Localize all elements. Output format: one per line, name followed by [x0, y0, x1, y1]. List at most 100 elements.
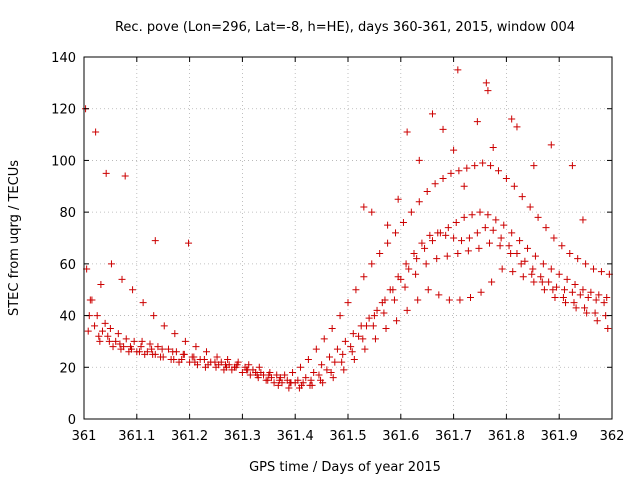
data-point	[104, 332, 112, 340]
chart-title: Rec. pove (Lon=296, Lat=-8, h=HE), days …	[115, 20, 575, 35]
data-point	[204, 361, 212, 369]
data-point	[517, 260, 525, 268]
x-tick-label: 361.3	[224, 429, 261, 444]
data-point	[538, 278, 546, 286]
axis-ticks: 361 361.1 361.2 361.3 361.4 361.5 361.6 361.7 36…	[51, 51, 624, 444]
data-point	[378, 299, 386, 307]
data-point	[591, 309, 599, 317]
data-point	[213, 353, 221, 361]
data-point	[148, 345, 156, 353]
x-tick-label: 361.1	[118, 429, 155, 444]
data-point	[114, 330, 122, 338]
y-tick-label: 60	[59, 258, 76, 273]
data-point	[463, 164, 471, 172]
data-point	[96, 337, 104, 345]
data-point	[319, 379, 327, 387]
data-point	[112, 337, 120, 345]
data-point	[537, 273, 545, 281]
data-point	[274, 381, 282, 389]
data-point	[368, 260, 376, 268]
data-point	[359, 335, 367, 343]
data-point	[310, 368, 318, 376]
data-point	[415, 156, 423, 164]
data-point	[479, 159, 487, 167]
data-point	[576, 291, 584, 299]
data-point	[456, 296, 464, 304]
data-point	[146, 340, 154, 348]
data-point	[125, 348, 133, 356]
data-point	[130, 337, 138, 345]
data-point	[369, 322, 377, 330]
data-point	[551, 293, 559, 301]
data-point	[582, 260, 590, 268]
data-point	[109, 343, 117, 351]
data-point	[327, 368, 335, 376]
y-tick-label: 100	[51, 154, 76, 169]
data-point	[289, 368, 297, 376]
data-point	[340, 366, 348, 374]
data-point	[464, 247, 472, 255]
data-point	[102, 169, 110, 177]
data-point	[86, 296, 94, 304]
data-point	[415, 198, 423, 206]
data-point	[365, 314, 373, 322]
data-point	[486, 239, 494, 247]
data-point	[452, 218, 460, 226]
data-point	[386, 286, 394, 294]
data-point	[450, 146, 458, 154]
data-point	[390, 296, 398, 304]
data-point	[492, 216, 500, 224]
data-point	[477, 288, 485, 296]
data-point	[604, 325, 612, 332]
data-point	[439, 125, 447, 133]
data-point	[101, 319, 109, 327]
data-point	[465, 234, 473, 242]
data-point	[489, 144, 497, 151]
data-point	[171, 330, 179, 338]
data-point	[139, 299, 147, 307]
data-point	[471, 162, 479, 170]
data-point	[593, 317, 601, 325]
data-point	[129, 286, 137, 294]
data-point	[510, 182, 518, 190]
x-tick-label: 361	[72, 429, 97, 444]
data-point	[376, 250, 384, 258]
data-point	[368, 208, 376, 216]
data-point	[603, 293, 611, 301]
data-point	[126, 343, 134, 351]
data-point	[431, 180, 439, 188]
data-point	[339, 350, 347, 358]
data-point	[384, 221, 392, 229]
data-point	[519, 273, 527, 281]
data-point	[137, 343, 145, 351]
data-point	[559, 293, 567, 301]
data-point	[350, 356, 358, 364]
data-point	[371, 335, 379, 343]
data-point	[202, 348, 210, 356]
data-point	[253, 371, 261, 379]
x-tick-label: 361.7	[435, 429, 472, 444]
data-point	[481, 224, 489, 232]
data-point	[545, 278, 553, 286]
y-axis-label: STEC from uqrg / TECUs	[7, 160, 22, 316]
data-point	[488, 278, 496, 286]
data-point	[518, 193, 526, 201]
data-point	[458, 237, 466, 245]
data-point	[560, 286, 568, 294]
data-point	[509, 268, 517, 276]
data-point	[418, 239, 426, 247]
data-point	[450, 234, 458, 242]
x-axis-label: GPS time / Days of year 2015	[249, 460, 441, 475]
x-tick-label: 361.5	[329, 429, 366, 444]
data-point	[500, 221, 508, 229]
data-point	[558, 242, 566, 250]
data-point	[255, 363, 263, 371]
data-point	[283, 376, 291, 384]
data-point	[529, 265, 537, 273]
y-tick-label: 0	[68, 413, 76, 428]
data-point	[426, 231, 434, 239]
data-point	[487, 162, 495, 170]
data-point	[497, 234, 505, 242]
data-point	[312, 345, 320, 353]
